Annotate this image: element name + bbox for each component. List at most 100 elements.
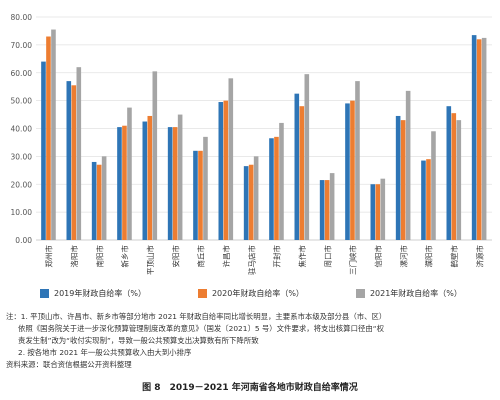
bars — [41, 29, 487, 241]
bar-2019 — [370, 184, 376, 240]
bar-2020 — [248, 164, 254, 240]
bar-2020 — [96, 164, 102, 240]
bar-2021 — [152, 71, 158, 240]
bar-2020 — [299, 106, 305, 240]
y-axis-tick-labels: 0.00 10.00 20.00 30.00 40.00 50.00 60.00 70.00 8… — [11, 13, 33, 245]
bar-2020 — [400, 120, 406, 240]
bar-2019 — [142, 121, 148, 240]
x-category-text: 焦作市 — [297, 245, 307, 268]
bar-2019 — [319, 180, 325, 240]
x-category-label: 信阳市 — [373, 245, 383, 268]
y-tick-label: 20.00 — [11, 180, 33, 189]
bar-2021 — [228, 78, 234, 240]
y-tick-label: 30.00 — [11, 152, 33, 161]
y-tick-label: 40.00 — [11, 125, 33, 134]
bar-2020 — [147, 115, 153, 240]
x-axis-category-labels: 郑州市 洛阳市 南阳市 新乡市 平顶山市 安阳市 商丘市 许昌市 驻马店市 开封市 焦作市 周口市 三门… — [44, 245, 485, 275]
x-category-label: 周口市 — [322, 245, 332, 268]
x-category-label: 许昌市 — [221, 245, 231, 268]
x-category-label: 商丘市 — [196, 245, 206, 268]
y-tick-label: 80.00 — [11, 13, 33, 22]
bar-2021 — [355, 81, 360, 240]
bar-2020 — [172, 127, 178, 240]
bar-2019 — [167, 127, 173, 240]
bar-2021 — [380, 178, 386, 240]
bar-2021 — [279, 122, 284, 240]
source-note: 资料来源：联合资信根据公开资料整理 — [6, 360, 132, 369]
x-category-text: 新乡市 — [120, 245, 130, 268]
x-category-label: 漯河市 — [398, 245, 408, 268]
bar-2020 — [46, 36, 51, 241]
x-category-text: 许昌市 — [221, 245, 231, 268]
legend-swatch-2020 — [197, 288, 207, 298]
x-category-text: 漯河市 — [398, 245, 408, 268]
x-category-label: 鹤壁市 — [449, 245, 459, 268]
legend-label-2019: 2019年财政自给率（%） — [54, 288, 146, 298]
bar-2021 — [405, 90, 411, 241]
bar-2020 — [223, 100, 229, 240]
note-line-4: 2. 按各地市 2021 年一般公共预算收入由大到小排序 — [18, 348, 192, 357]
bar-2021 — [51, 29, 56, 241]
bar-2019 — [269, 138, 274, 240]
bar-2020 — [71, 85, 77, 240]
bar-2019 — [294, 93, 300, 240]
legend-swatch-2021 — [355, 288, 365, 298]
legend-item-2020: 2020年财政自给率（%） — [197, 288, 304, 299]
x-category-label: 焦作市 — [297, 245, 307, 268]
legend-swatch-2019 — [40, 288, 49, 298]
bar-2019 — [41, 61, 46, 240]
x-category-text: 平顶山市 — [145, 245, 155, 275]
bar-2021 — [101, 156, 107, 240]
bar-2019 — [243, 166, 249, 240]
bar-2019 — [446, 106, 452, 240]
x-category-label: 开封市 — [272, 245, 282, 268]
footnotes: 注：1. 平顶山市、许昌市、新乡市等部分地市 2021 年财政自给率同比增长明显… — [6, 311, 496, 371]
x-category-label: 安阳市 — [170, 245, 180, 268]
note-line-2: 依照《国务院关于进一步深化预算管理制度改革的意见》（国发〔2021〕5 号）文件… — [18, 324, 384, 333]
x-category-label: 洛阳市 — [69, 245, 79, 268]
bar-2020 — [476, 39, 482, 240]
x-category-text: 济源市 — [474, 245, 484, 268]
bar-2021 — [203, 136, 208, 240]
bar-2021 — [431, 131, 436, 240]
x-category-label: 三门峡市 — [348, 245, 358, 275]
bar-2020 — [350, 100, 355, 240]
note-line-1: 注：1. 平顶山市、许昌市、新乡市等部分地市 2021 年财政自给率同比增长明显… — [6, 312, 387, 321]
bar-2021 — [76, 67, 82, 240]
figure-caption: 图 8 2019－2021 年河南省各地市财政自给率情况 — [142, 383, 358, 393]
bar-2019 — [117, 127, 122, 240]
x-category-text: 南阳市 — [94, 245, 104, 268]
x-category-text: 驻马店市 — [246, 245, 256, 275]
x-category-text: 信阳市 — [373, 245, 383, 268]
bar-2019 — [66, 81, 72, 240]
legend-label-2021: 2021年财政自给率（%） — [369, 288, 462, 298]
bar-2021 — [481, 37, 487, 240]
x-category-text: 郑州市 — [44, 245, 54, 268]
bar-2019 — [91, 161, 97, 240]
x-category-text: 鹤壁市 — [449, 245, 459, 268]
x-category-label: 新乡市 — [120, 245, 130, 268]
bar-2019 — [218, 102, 224, 240]
x-category-label: 济源市 — [474, 245, 484, 268]
note-line-3: 责发生制”改为“收付实现制”，导致一般公共预算支出决算数有所下降所致 — [18, 336, 259, 345]
y-tick-label: 70.00 — [11, 41, 33, 50]
x-category-text: 开封市 — [272, 245, 282, 268]
bar-2021 — [253, 156, 259, 240]
x-category-text: 商丘市 — [196, 245, 206, 268]
x-category-text: 濮阳市 — [424, 245, 434, 268]
bar-2019 — [471, 35, 477, 241]
y-tick-label: 60.00 — [11, 69, 33, 78]
y-tick-label: 50.00 — [11, 97, 33, 106]
bar-2021 — [127, 107, 132, 240]
x-category-text: 周口市 — [322, 245, 332, 268]
bar-2020 — [198, 150, 203, 240]
bar-2019 — [193, 150, 198, 240]
legend-item-2021: 2021年财政自给率（%） — [355, 288, 462, 299]
x-category-text: 安阳市 — [170, 245, 180, 268]
x-category-label: 南阳市 — [94, 245, 104, 268]
gridlines — [36, 16, 492, 241]
bar-2020 — [274, 136, 279, 240]
bar-2020 — [375, 184, 381, 240]
x-category-label: 郑州市 — [44, 245, 54, 268]
x-category-text: 三门峡市 — [348, 245, 358, 275]
